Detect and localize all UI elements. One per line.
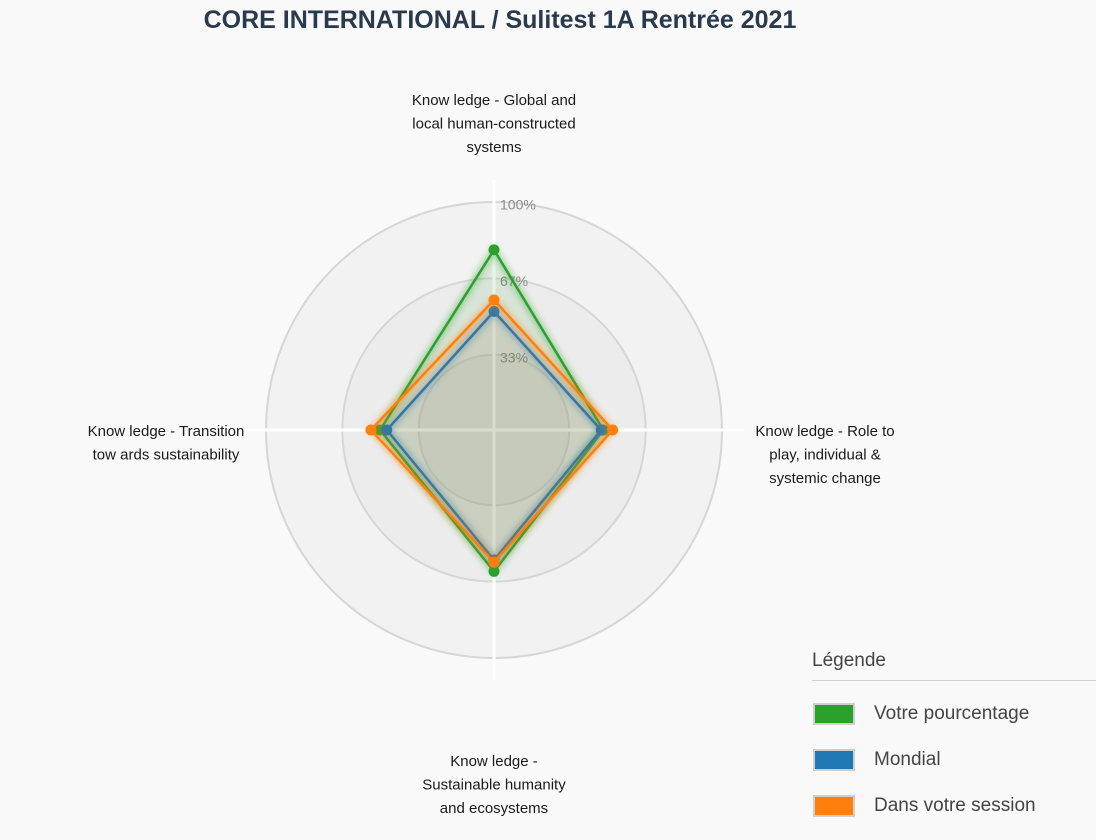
data-point[interactable] <box>365 424 377 436</box>
legend-swatch <box>813 795 855 817</box>
radar-axis-labels: Know ledge - Global and local human-const… <box>88 92 895 817</box>
legend-label: Votre pourcentage <box>874 703 1030 724</box>
legend-swatch <box>813 703 855 725</box>
axis-label-3: Know ledge -Sustainable humanity and ecos… <box>422 753 566 817</box>
legend-title: Légende <box>812 650 1096 681</box>
legend-label: Mondial <box>874 749 941 770</box>
legend: Légende Votre pourcentage Mondial Dans vot… <box>812 650 1096 837</box>
axis-label-2: Know ledge - Role to play, individual & sy… <box>755 423 894 487</box>
series-dans-votre-session <box>365 294 619 568</box>
data-point[interactable] <box>381 424 393 436</box>
legend-item[interactable]: Votre pourcentage <box>812 699 1096 729</box>
data-point[interactable] <box>488 556 500 568</box>
chart-title: CORE INTERNATIONAL / Sulitest 1A Rentrée… <box>203 6 797 34</box>
data-point[interactable] <box>488 244 500 256</box>
axis-label-4: Know ledge - Transition tow ards sustaina… <box>88 423 245 464</box>
radar-series <box>365 243 619 578</box>
legend-item[interactable]: Mondial <box>812 745 1096 775</box>
data-point[interactable] <box>488 565 500 577</box>
legend-items: Votre pourcentage Mondial Dans votre sessi… <box>812 699 1096 821</box>
tick-label-33pct: 33% <box>500 349 528 365</box>
legend-label: Dans votre session <box>874 795 1036 816</box>
axis-label-1: Know ledge - Global and local human-const… <box>412 92 576 156</box>
data-point[interactable] <box>488 305 500 317</box>
data-point[interactable] <box>595 424 607 436</box>
legend-item[interactable]: Dans votre session <box>812 791 1096 821</box>
data-point[interactable] <box>488 294 500 306</box>
legend-swatch <box>813 749 855 771</box>
data-point[interactable] <box>607 424 619 436</box>
tick-label-100pct: 100% <box>500 197 536 213</box>
